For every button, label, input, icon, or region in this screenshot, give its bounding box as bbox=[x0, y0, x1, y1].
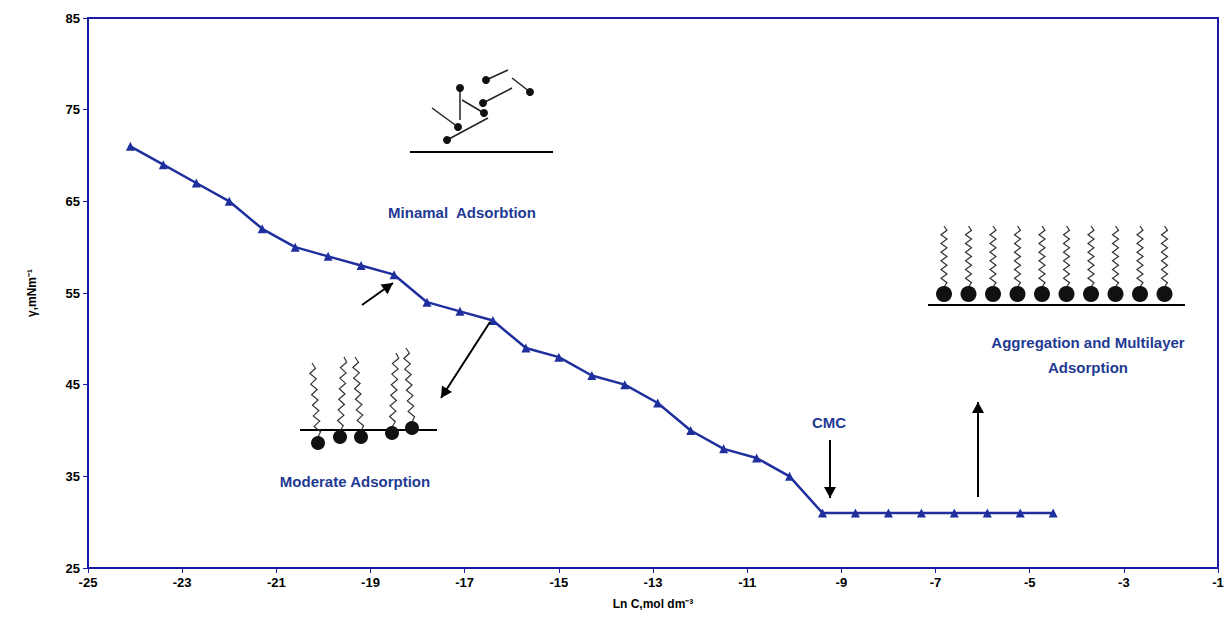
svg-text:45: 45 bbox=[66, 377, 80, 392]
svg-text:-17: -17 bbox=[455, 575, 474, 590]
svg-text:Moderate Adsorption: Moderate Adsorption bbox=[280, 473, 430, 490]
svg-text:Adsorption: Adsorption bbox=[1048, 359, 1128, 376]
svg-text:25: 25 bbox=[66, 561, 80, 576]
svg-text:-3: -3 bbox=[1118, 575, 1130, 590]
svg-text:Aggregation and Multilayer: Aggregation and Multilayer bbox=[991, 334, 1185, 351]
svg-text:γ,mNm⁻¹: γ,mNm⁻¹ bbox=[25, 269, 39, 317]
svg-text:-21: -21 bbox=[267, 575, 286, 590]
svg-text:-19: -19 bbox=[361, 575, 380, 590]
svg-text:-25: -25 bbox=[79, 575, 98, 590]
svg-text:-13: -13 bbox=[644, 575, 663, 590]
svg-text:85: 85 bbox=[66, 11, 80, 26]
svg-text:-11: -11 bbox=[738, 575, 756, 590]
svg-text:55: 55 bbox=[66, 286, 80, 301]
svg-text:75: 75 bbox=[66, 102, 80, 117]
svg-text:-23: -23 bbox=[173, 575, 192, 590]
svg-text:65: 65 bbox=[66, 194, 80, 209]
svg-text:CMC: CMC bbox=[812, 414, 846, 431]
svg-text:-1: -1 bbox=[1212, 575, 1224, 590]
svg-text:Ln C,mol dm⁻³: Ln C,mol dm⁻³ bbox=[613, 597, 694, 611]
svg-text:Minamal Adsorbtion: Minamal Adsorbtion bbox=[388, 204, 536, 221]
svg-text:-9: -9 bbox=[836, 575, 848, 590]
svg-text:-15: -15 bbox=[549, 575, 568, 590]
svg-text:-7: -7 bbox=[930, 575, 942, 590]
svg-text:35: 35 bbox=[66, 469, 80, 484]
svg-text:-5: -5 bbox=[1024, 575, 1036, 590]
